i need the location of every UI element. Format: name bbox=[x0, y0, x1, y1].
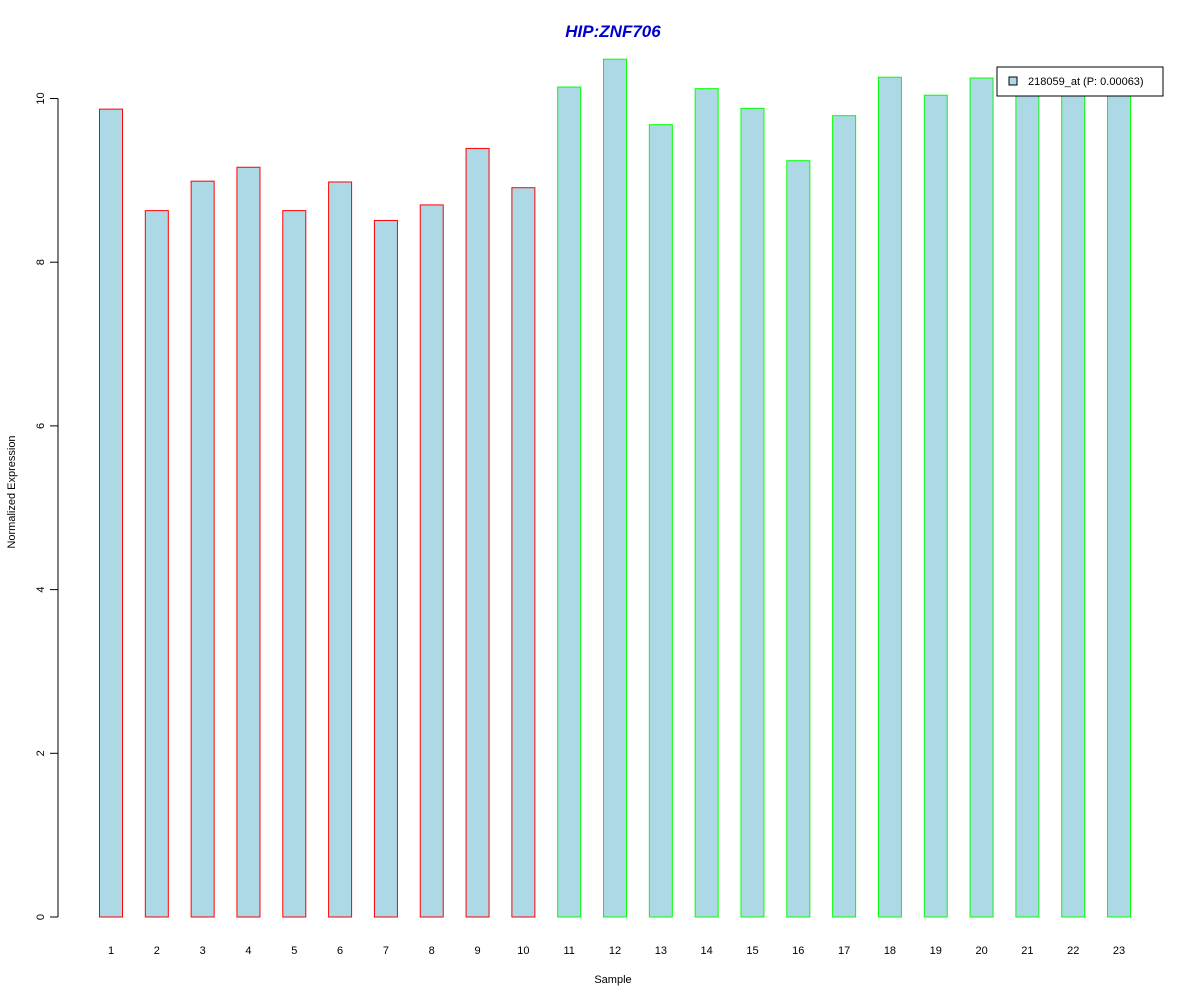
bar-sample-10 bbox=[511, 187, 536, 918]
bar-sample-3 bbox=[190, 180, 215, 918]
legend-label: 218059_at (P: 0.00063) bbox=[1028, 76, 1144, 88]
bar-sample-22 bbox=[1061, 89, 1086, 918]
bar-series bbox=[99, 58, 1132, 918]
x-axis-tick-label: 11 bbox=[563, 945, 574, 957]
x-axis-label: Sample bbox=[594, 974, 631, 986]
bar-sample-21 bbox=[1015, 89, 1040, 918]
x-axis-tick-label: 22 bbox=[1067, 945, 1079, 957]
x-axis-tick-label: 12 bbox=[609, 945, 621, 957]
x-axis-tick-label: 18 bbox=[884, 945, 896, 957]
bar-sample-15 bbox=[740, 107, 765, 918]
y-axis-tick-label: 4 bbox=[35, 587, 47, 593]
bar-sample-5 bbox=[282, 210, 307, 918]
bar-sample-18 bbox=[877, 76, 902, 918]
bar-sample-8 bbox=[419, 204, 444, 918]
y-axis-tick-label: 10 bbox=[35, 92, 47, 104]
y-axis-tick-label: 6 bbox=[35, 423, 47, 429]
y-axis-tick-label: 0 bbox=[35, 914, 47, 920]
bar-sample-6 bbox=[328, 181, 353, 918]
x-axis-tick-label: 20 bbox=[975, 945, 987, 957]
bar-sample-13 bbox=[648, 124, 673, 918]
bar-sample-23 bbox=[1107, 89, 1132, 918]
bar-sample-20 bbox=[969, 77, 994, 918]
bar-sample-19 bbox=[923, 94, 948, 918]
legend: 218059_at (P: 0.00063) bbox=[996, 66, 1164, 97]
x-axis-tick-label: 3 bbox=[200, 945, 206, 957]
x-axis-tick-label: 21 bbox=[1021, 945, 1033, 957]
y-axis-label: Normalized Expression bbox=[6, 435, 18, 548]
x-axis-tick-label: 2 bbox=[154, 945, 160, 957]
legend-box bbox=[996, 66, 1164, 97]
legend-swatch bbox=[1008, 76, 1018, 86]
x-axis-tick-label: 9 bbox=[474, 945, 480, 957]
bar-sample-9 bbox=[465, 147, 490, 918]
x-axis-tick-labels: 1 2 3 4 5 6 7 8 9 10 11 12 13 14 15 16 17 18 19 20 21 22 23 bbox=[108, 945, 1125, 957]
x-axis-tick-label: 10 bbox=[517, 945, 529, 957]
x-axis-tick-label: 14 bbox=[701, 945, 713, 957]
bar-sample-17 bbox=[832, 115, 857, 918]
bar-sample-16 bbox=[786, 160, 811, 918]
x-axis-tick-label: 7 bbox=[383, 945, 389, 957]
y-axis: 0 2 4 6 8 10 bbox=[35, 92, 59, 920]
x-axis-tick-label: 6 bbox=[337, 945, 343, 957]
x-axis-tick-label: 1 bbox=[108, 945, 114, 957]
chart-title: HIP:ZNF706 bbox=[565, 22, 661, 41]
x-axis-tick-label: 19 bbox=[930, 945, 942, 957]
x-axis-tick-label: 13 bbox=[655, 945, 667, 957]
bar-sample-4 bbox=[236, 166, 261, 918]
x-axis-tick-label: 17 bbox=[838, 945, 850, 957]
x-axis-tick-label: 8 bbox=[429, 945, 435, 957]
bar-sample-14 bbox=[694, 88, 719, 918]
bar-sample-1 bbox=[99, 108, 123, 918]
x-axis-tick-label: 4 bbox=[245, 945, 251, 957]
x-axis-tick-label: 5 bbox=[291, 945, 297, 957]
bar-sample-7 bbox=[373, 219, 398, 918]
y-axis-tick-label: 8 bbox=[35, 259, 47, 265]
bar-sample-12 bbox=[603, 58, 628, 918]
bar-sample-2 bbox=[144, 210, 169, 918]
x-axis-tick-label: 23 bbox=[1113, 945, 1125, 957]
y-axis-tick-label: 2 bbox=[35, 750, 47, 756]
bar-sample-11 bbox=[557, 86, 582, 918]
x-axis-tick-label: 15 bbox=[746, 945, 758, 957]
x-axis-tick-label: 16 bbox=[792, 945, 804, 957]
